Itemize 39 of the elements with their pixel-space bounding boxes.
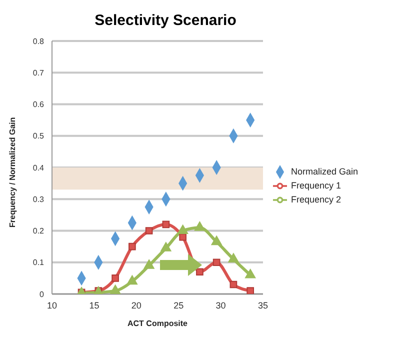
- y-tick-label: 0.8: [32, 36, 45, 46]
- point: [144, 259, 154, 269]
- legend-label: Frequency 2: [291, 194, 342, 204]
- point: [126, 275, 138, 285]
- point: [228, 253, 239, 262]
- chart-title: Selectivity Scenario: [94, 11, 238, 31]
- point: [110, 284, 121, 294]
- x-tick-label: 20: [131, 300, 142, 310]
- point: [160, 242, 172, 252]
- point: [162, 220, 170, 228]
- y-axis-title: Frequency / Normalized Gain: [8, 117, 17, 228]
- point: [230, 280, 238, 288]
- point: [211, 236, 222, 246]
- x-tick-label: 30: [216, 300, 226, 310]
- point: [245, 268, 256, 278]
- point: [179, 233, 186, 241]
- x-tick-label: 15: [89, 300, 100, 310]
- y-tick-label: 0.2: [32, 226, 45, 236]
- x-tick-label: 25: [174, 300, 184, 310]
- point: [178, 224, 188, 234]
- y-tick-label: 0.7: [32, 68, 45, 78]
- x-tick-label: 35: [258, 300, 268, 310]
- point: [145, 227, 153, 234]
- point: [112, 274, 119, 282]
- y-tick-label: 0.1: [32, 258, 45, 268]
- point: [246, 287, 254, 294]
- legend-label: Normalized Gain: [291, 166, 358, 176]
- point: [128, 242, 136, 250]
- point: [196, 268, 204, 276]
- legend-label: Frequency 1: [291, 180, 342, 190]
- y-tick-label: 0.3: [32, 194, 45, 204]
- y-tick-label: 0.4: [32, 163, 45, 172]
- y-tick-label: 0.6: [32, 100, 45, 110]
- point: [194, 222, 206, 231]
- x-tick-label: 10: [46, 300, 58, 310]
- x-axis-title: ACT Composite: [128, 319, 188, 328]
- point: [212, 258, 220, 266]
- y-tick-label: 0.5: [32, 132, 45, 141]
- y-tick-label: 0: [40, 290, 45, 299]
